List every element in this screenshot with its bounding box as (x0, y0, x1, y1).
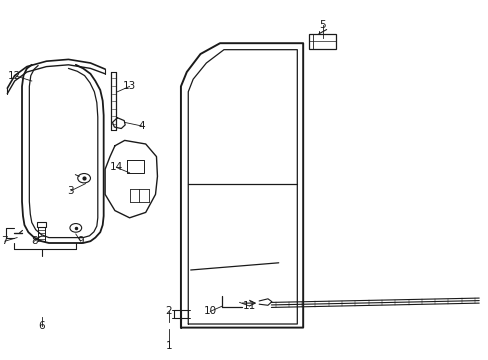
Text: 2: 2 (165, 306, 172, 316)
Text: 3: 3 (67, 186, 74, 196)
Text: 1: 1 (165, 341, 172, 351)
Text: 12: 12 (8, 71, 21, 81)
Bar (174, 310, 187, 318)
Text: 9: 9 (77, 236, 84, 246)
Text: 4: 4 (138, 121, 145, 131)
Text: 13: 13 (122, 81, 136, 91)
Text: 8: 8 (31, 236, 38, 246)
Text: 11: 11 (242, 301, 256, 311)
Bar (37, 222, 46, 227)
Text: 14: 14 (109, 162, 123, 172)
Text: 10: 10 (203, 306, 216, 316)
Text: 5: 5 (319, 20, 325, 30)
Text: 6: 6 (38, 321, 45, 331)
Text: 7: 7 (1, 236, 8, 246)
Bar (309, 34, 336, 49)
